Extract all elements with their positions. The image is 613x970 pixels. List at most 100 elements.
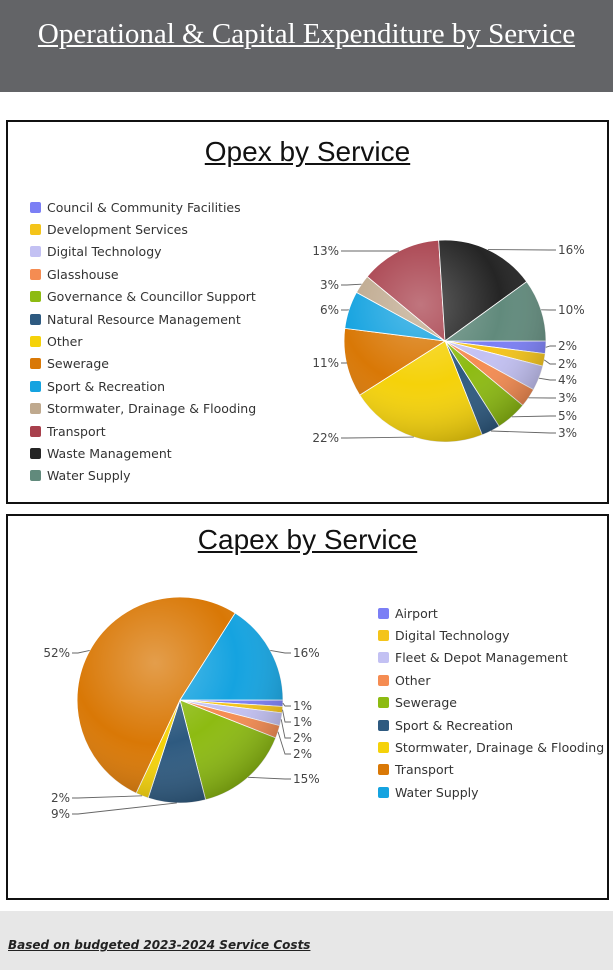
legend-swatch bbox=[30, 246, 41, 258]
legend-swatch bbox=[30, 470, 41, 482]
opex-leader-line bbox=[545, 345, 556, 348]
opex-legend-item-digital-technology[interactable]: Digital Technology bbox=[30, 241, 256, 263]
legend-label: Governance & Councillor Support bbox=[47, 289, 256, 305]
legend-label: Council & Community Facilities bbox=[47, 199, 241, 215]
legend-label: Natural Resource Management bbox=[47, 311, 241, 327]
capex-leader-line bbox=[72, 795, 143, 799]
capex-pie-chart: 1% 1% 2% 2% 15% 9% 2% 52% 16% bbox=[43, 596, 320, 821]
opex-leader-line bbox=[543, 359, 556, 365]
capex-data-label: 2% bbox=[293, 731, 312, 745]
capex-legend-item-sport-recreation[interactable]: Sport & Recreation bbox=[378, 714, 604, 736]
capex-legend-item-airport[interactable]: Airport bbox=[378, 602, 604, 624]
opex-data-label: 4% bbox=[558, 373, 577, 387]
opex-data-label: 3% bbox=[320, 278, 339, 292]
capex-data-label: 16% bbox=[293, 646, 320, 660]
legend-label: Stormwater, Drainage & Flooding bbox=[395, 740, 605, 756]
opex-data-label: 6% bbox=[320, 303, 339, 317]
legend-swatch bbox=[378, 764, 389, 776]
capex-legend-item-transport[interactable]: Transport bbox=[378, 759, 604, 781]
capex-data-label: 52% bbox=[43, 646, 70, 660]
opex-legend-item-development-services[interactable]: Development Services bbox=[30, 218, 256, 240]
legend-label: Other bbox=[47, 334, 83, 350]
opex-legend-item-glasshouse[interactable]: Glasshouse bbox=[30, 263, 256, 285]
capex-data-label: 9% bbox=[51, 807, 70, 821]
opex-data-label: 2% bbox=[558, 357, 577, 371]
header-bar: Operational & Capital Expenditure by Ser… bbox=[0, 0, 613, 92]
legend-label: Glasshouse bbox=[47, 266, 119, 282]
opex-legend-item-sewerage[interactable]: Sewerage bbox=[30, 353, 256, 375]
legend-swatch bbox=[378, 742, 389, 754]
opex-data-label: 13% bbox=[312, 244, 339, 258]
opex-chart-panel: Opex by Service Council & Community Faci… bbox=[6, 120, 609, 504]
opex-leader-line bbox=[341, 283, 362, 286]
capex-legend-item-other[interactable]: Other bbox=[378, 669, 604, 691]
opex-leader-line bbox=[538, 377, 556, 381]
opex-legend-item-stormwater-drainage-flooding[interactable]: Stormwater, Drainage & Flooding bbox=[30, 398, 256, 420]
capex-data-label: 1% bbox=[293, 715, 312, 729]
opex-data-label: 10% bbox=[558, 303, 585, 317]
legend-swatch bbox=[378, 697, 389, 709]
opex-legend-item-governance-councillor-support[interactable]: Governance & Councillor Support bbox=[30, 286, 256, 308]
legend-label: Sport & Recreation bbox=[47, 378, 166, 394]
legend-label: Fleet & Depot Management bbox=[395, 650, 568, 666]
opex-data-label: 3% bbox=[558, 391, 577, 405]
legend-label: Stormwater, Drainage & Flooding bbox=[47, 401, 257, 417]
legend-label: Sport & Recreation bbox=[395, 717, 514, 733]
capex-legend-item-fleet-depot-management[interactable]: Fleet & Depot Management bbox=[378, 647, 604, 669]
capex-leader-line bbox=[270, 649, 291, 654]
capex-leader-line bbox=[282, 709, 291, 723]
capex-legend-item-digital-technology[interactable]: Digital Technology bbox=[378, 624, 604, 646]
capex-data-label: 2% bbox=[51, 791, 70, 805]
capex-legend-item-stormwater-drainage-flooding[interactable]: Stormwater, Drainage & Flooding bbox=[378, 736, 604, 758]
opex-data-label: 22% bbox=[312, 431, 339, 445]
capex-leader-line bbox=[72, 649, 90, 654]
opex-data-labels: 2% 2% 4% 3% 5% 3% 22% 11% 6% 3% 13% 16% 10% bbox=[312, 243, 584, 445]
legend-label: Sewerage bbox=[47, 356, 109, 372]
opex-legend-item-waste-management[interactable]: Waste Management bbox=[30, 442, 256, 464]
opex-legend-item-transport[interactable]: Transport bbox=[30, 420, 256, 442]
legend-label: Airport bbox=[395, 605, 438, 621]
legend-swatch bbox=[30, 380, 41, 392]
opex-legend: Council & Community Facilities Developmen… bbox=[30, 196, 256, 487]
capex-leader-line bbox=[277, 731, 291, 755]
footer-note: Based on budgeted 2023-2024 Service Cost… bbox=[8, 938, 311, 952]
legend-swatch bbox=[30, 425, 41, 437]
opex-legend-item-sport-recreation[interactable]: Sport & Recreation bbox=[30, 375, 256, 397]
footer-bar: Based on budgeted 2023-2024 Service Cost… bbox=[0, 911, 613, 970]
capex-leader-line bbox=[248, 776, 291, 780]
legend-swatch bbox=[30, 336, 41, 348]
legend-label: Waste Management bbox=[47, 445, 172, 461]
opex-legend-item-other[interactable]: Other bbox=[30, 330, 256, 352]
capex-data-label: 1% bbox=[293, 699, 312, 713]
opex-legend-item-natural-resource-management[interactable]: Natural Resource Management bbox=[30, 308, 256, 330]
capex-data-labels: 1% 1% 2% 2% 15% 9% 2% 52% 16% bbox=[43, 646, 319, 821]
legend-swatch bbox=[378, 652, 389, 664]
legend-swatch bbox=[378, 607, 389, 619]
capex-legend-item-sewerage[interactable]: Sewerage bbox=[378, 692, 604, 714]
page-title: Operational & Capital Expenditure by Ser… bbox=[37, 18, 576, 50]
opex-leader-line bbox=[490, 430, 556, 434]
opex-data-label: 16% bbox=[558, 243, 585, 257]
capex-legend: Airport Digital Technology Fleet & Depot M… bbox=[378, 602, 604, 804]
legend-swatch bbox=[30, 358, 41, 370]
opex-data-label: 11% bbox=[312, 356, 339, 370]
legend-label: Transport bbox=[47, 423, 106, 439]
capex-data-label: 15% bbox=[293, 772, 320, 786]
legend-label: Transport bbox=[395, 762, 454, 778]
opex-legend-item-council-community-facilities[interactable]: Council & Community Facilities bbox=[30, 196, 256, 218]
legend-label: Development Services bbox=[47, 222, 188, 238]
capex-slices bbox=[76, 596, 284, 804]
legend-swatch bbox=[378, 786, 389, 798]
capex-data-label: 2% bbox=[293, 747, 312, 761]
capex-legend-item-water-supply[interactable]: Water Supply bbox=[378, 781, 604, 803]
opex-leader-line bbox=[511, 415, 556, 418]
legend-swatch bbox=[30, 201, 41, 213]
opex-legend-item-water-supply[interactable]: Water Supply bbox=[30, 465, 256, 487]
opex-pie-chart: 2% 2% 4% 3% 5% 3% 22% 11% 6% 3% 13% 16% 10% bbox=[312, 239, 585, 445]
legend-label: Sewerage bbox=[395, 695, 457, 711]
capex-chart-panel: Capex by Service Airport Digital Technolo… bbox=[6, 514, 609, 900]
legend-swatch bbox=[30, 291, 41, 303]
opex-chart-title: Opex by Service bbox=[204, 136, 411, 167]
legend-swatch bbox=[378, 630, 389, 642]
legend-label: Digital Technology bbox=[47, 244, 162, 260]
